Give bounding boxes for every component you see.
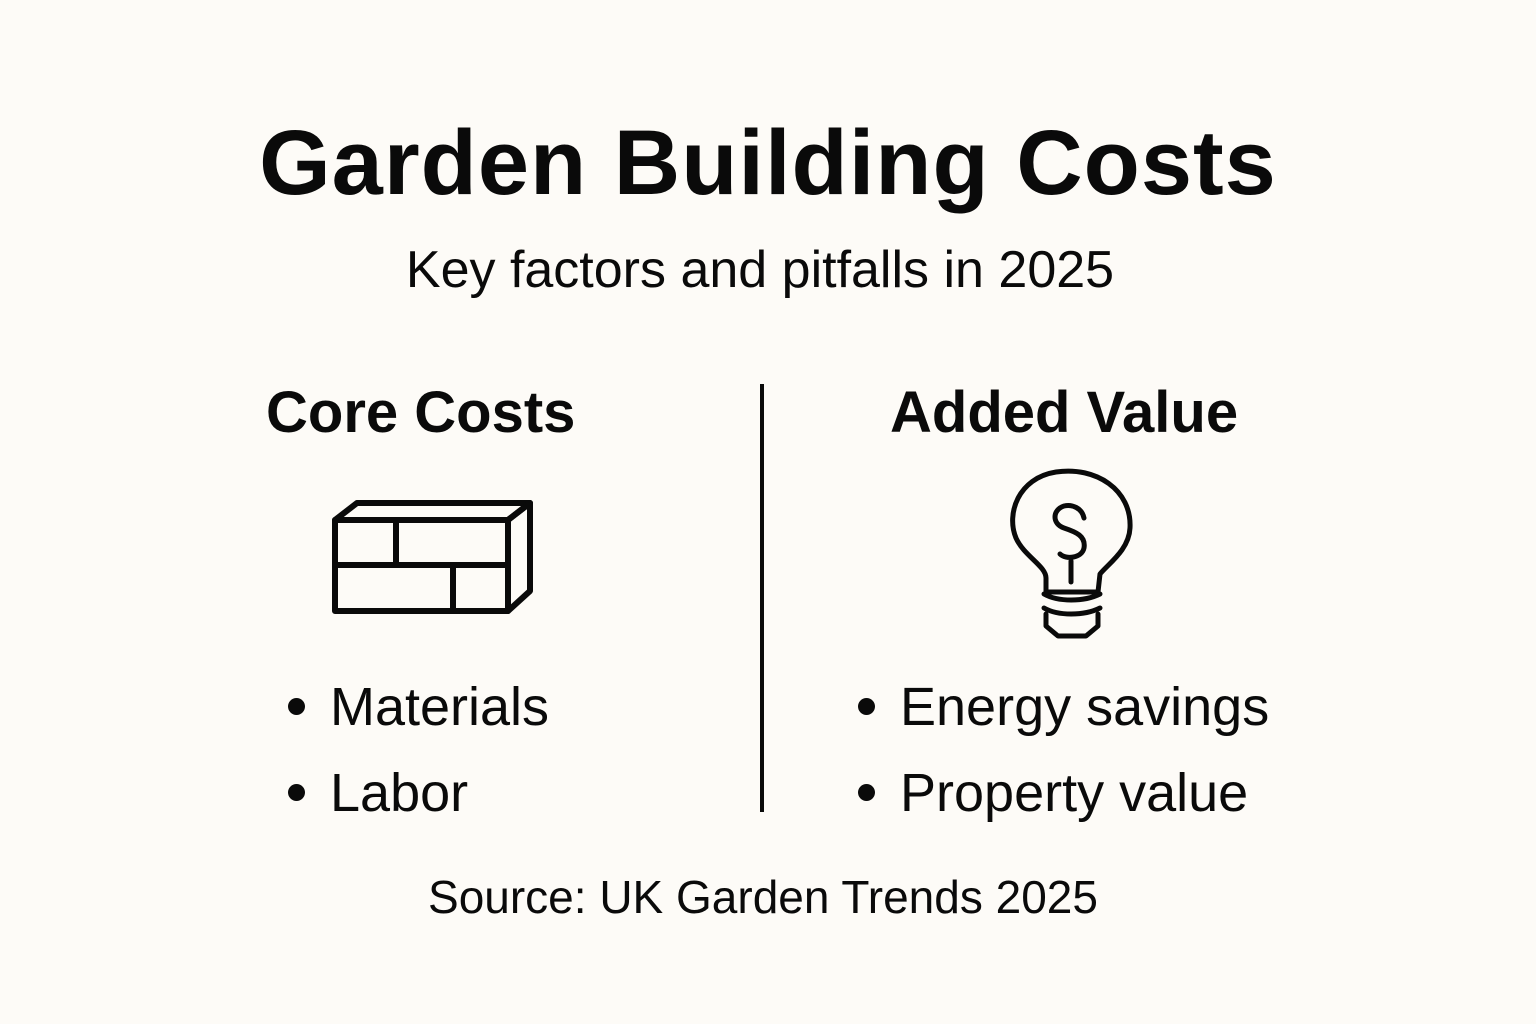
added-value-list: Energy savings Property value	[854, 664, 1269, 836]
source-citation: Source: UK Garden Trends 2025	[428, 871, 1098, 923]
list-item: Property value	[854, 750, 1269, 836]
brick-wall-icon	[326, 492, 540, 620]
bullet-icon	[288, 698, 305, 715]
list-item: Labor	[284, 750, 549, 836]
lightbulb-dollar-icon	[1004, 466, 1138, 642]
core-costs-list: Materials Labor	[284, 664, 549, 836]
list-item-label: Property value	[900, 763, 1249, 823]
list-item-label: Materials	[330, 677, 550, 737]
bullet-icon	[858, 784, 875, 801]
list-item: Energy savings	[854, 664, 1269, 750]
page-title: Garden Building Costs	[259, 112, 1277, 214]
page-subtitle: Key factors and pitfalls in 2025	[405, 241, 1115, 299]
list-item-label: Energy savings	[900, 677, 1270, 737]
bullet-icon	[288, 784, 305, 801]
added-value-heading: Added Value	[890, 380, 1239, 445]
list-item: Materials	[284, 664, 549, 750]
bullet-icon	[858, 698, 875, 715]
list-item-label: Labor	[330, 763, 469, 823]
column-divider	[760, 384, 764, 812]
core-costs-heading: Core Costs	[266, 380, 576, 445]
